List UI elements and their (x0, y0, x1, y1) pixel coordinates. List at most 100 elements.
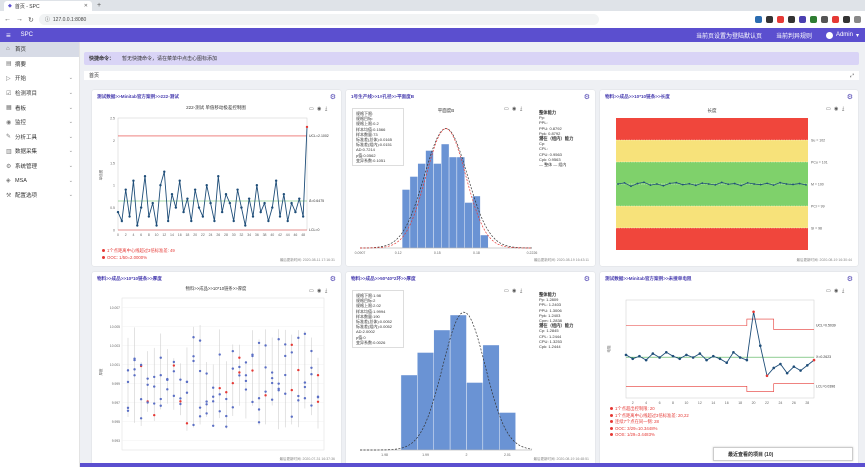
breadcrumb-item[interactable]: 首页 (89, 73, 100, 79)
set-default-page-link[interactable]: 当前页设置为登陆默认页 (695, 33, 762, 40)
gear-icon[interactable]: ⚙ (329, 94, 336, 101)
data-point (244, 224, 247, 227)
sidebar-item-1[interactable]: ▤ 摘要 (0, 57, 79, 72)
extension-icon[interactable] (788, 16, 795, 23)
x-tick-label: 0.18 (473, 251, 480, 255)
card-title[interactable]: 1号生产线>>1#孔径>>平面度B (351, 94, 415, 99)
sidebar-item-8[interactable]: ⚙ 系统管理 ⌄ (0, 159, 79, 174)
expand-icon[interactable]: ⤢ (849, 72, 854, 79)
capability-title: 潜在（组内）能力 (539, 136, 574, 142)
hamburger-icon[interactable]: ≡ (6, 30, 11, 40)
extension-icon[interactable] (843, 16, 850, 23)
menu-dots-icon[interactable] (854, 16, 861, 23)
back-icon[interactable]: ← (4, 16, 11, 23)
data-point (251, 400, 254, 404)
data-point (159, 397, 162, 401)
data-point (257, 341, 261, 345)
rules-link[interactable]: 当前判异规则 (775, 33, 812, 40)
ucl-label: UCL=2.1002 (309, 134, 329, 138)
user-menu[interactable]: Admin ▾ (825, 31, 859, 39)
sidebar-item-4[interactable]: ▦ 看板 ⌄ (0, 100, 79, 115)
data-point (286, 219, 289, 223)
stat-row: AD:2.0002 (356, 329, 375, 335)
data-point (251, 369, 254, 372)
save-icon: ▭ (504, 106, 509, 112)
limit-label: Sl = 98 (811, 227, 822, 231)
capability-title: 整体能力 (539, 110, 557, 115)
avatar (825, 31, 833, 39)
data-point (244, 374, 248, 377)
card-title[interactable]: 测试数据>>Minitab官方案例>>222-测试 (97, 94, 179, 99)
extension-icon[interactable] (799, 16, 806, 23)
x-tick-label: 8 (672, 401, 674, 405)
data-point (681, 183, 684, 186)
sidebar-item-10[interactable]: ⚒ 配置选项 ⌄ (0, 188, 79, 203)
data-point (238, 356, 241, 359)
x-tick-label: 0.12 (395, 251, 402, 255)
extension-icon[interactable] (777, 16, 784, 23)
data-point (218, 353, 221, 356)
stat-row: 标准差(总体):0.0052 (356, 319, 393, 325)
sidebar-item-6[interactable]: ✎ 分析工具 ⌄ (0, 130, 79, 145)
sidebar-item-label: 监控 (15, 120, 27, 127)
extension-icon[interactable] (821, 16, 828, 23)
x-tick-label: 14 (711, 401, 715, 405)
data-point (146, 383, 149, 387)
data-point (166, 219, 170, 223)
sidebar-item-9[interactable]: ◈ MSA ⌄ (0, 173, 79, 188)
chart-card-6: 测试数据>>Minitab官方案例>>未搜单电阻 ⚙ ▭ ◉ ⤓ 电阻 UCL=0.50… (600, 272, 858, 465)
sidebar-item-3[interactable]: ☑ 检测项目 ⌄ (0, 86, 79, 101)
close-icon[interactable]: ✕ (83, 3, 88, 9)
card-title[interactable]: 物料>>成品>>10*10链条>>长度 (605, 94, 670, 99)
view-icon: ◉ (834, 106, 839, 112)
plot-area (625, 299, 815, 399)
card-title[interactable]: 测试数据>>Minitab官方案例>>未搜单电阻 (605, 276, 692, 281)
x-tick-label: 44 (286, 233, 290, 237)
chevron-down-icon: ⌄ (68, 192, 73, 199)
gear-icon[interactable]: ⚙ (583, 94, 590, 101)
new-tab-icon[interactable]: + (97, 2, 102, 9)
chevron-down-icon: ⌄ (68, 90, 73, 97)
data-point (264, 390, 267, 393)
extension-icon[interactable] (810, 16, 817, 23)
recent-items-panel[interactable]: 最近查看的项目 (10) (713, 447, 853, 461)
gear-icon[interactable]: ⚙ (329, 276, 336, 283)
address-bar[interactable]: ⓘ 127.0.0.1:8080 (38, 14, 599, 25)
extension-icon[interactable] (755, 16, 762, 23)
data-point (805, 183, 807, 186)
sidebar-item-0[interactable]: ⌂ 首页 (0, 42, 79, 57)
data-point (290, 351, 293, 354)
data-point (688, 182, 691, 185)
extension-icon[interactable] (832, 16, 839, 23)
data-point (772, 366, 776, 370)
data-point (805, 364, 809, 367)
y-axis-label: 厚度 (98, 368, 103, 376)
data-point (238, 365, 241, 369)
card-title[interactable]: 物料>>成品>>50*40*2环>>厚度 (351, 276, 416, 281)
extension-icon[interactable] (766, 16, 773, 23)
gear-icon[interactable]: ⚙ (583, 276, 590, 283)
data-point (133, 374, 136, 377)
data-point (153, 413, 156, 417)
x-tick-label: 2.01 (504, 453, 511, 457)
data-point (259, 210, 262, 214)
stat-row: AD:0.7214 (356, 147, 375, 153)
data-point (198, 339, 202, 342)
save-icon: ▭ (504, 288, 509, 294)
data-point (192, 359, 195, 363)
histogram-bar (425, 150, 434, 249)
data-point (126, 409, 130, 413)
sidebar: ⌂ 首页 ▤ 摘要 ▷ 开始 ⌄ ☑ 检测项目 ⌄ ▦ 看板 ⌄ ◉ 监控 ⌄ ✎ 分析工具 ⌄ ▥ 数据采集 ⌄ ⚙ 系统管… (0, 42, 80, 467)
sidebar-item-7[interactable]: ▥ 数据采集 ⌄ (0, 144, 79, 159)
data-point (244, 379, 248, 383)
forward-icon[interactable]: → (16, 16, 23, 23)
browser-tab[interactable]: ◆ 首页 - SPC ✕ (4, 1, 92, 11)
sidebar-item-5[interactable]: ◉ 监控 ⌄ (0, 115, 79, 130)
gear-icon[interactable]: ⚙ (846, 276, 853, 283)
data-point (264, 344, 267, 347)
gear-icon[interactable]: ⚙ (846, 94, 853, 101)
sidebar-item-2[interactable]: ▷ 开始 ⌄ (0, 71, 79, 86)
reload-icon[interactable]: ↻ (28, 16, 34, 24)
x-tick-label: 26 (792, 401, 796, 405)
card-title[interactable]: 物料>>成品>>10*10链条>>厚度 (97, 276, 162, 281)
